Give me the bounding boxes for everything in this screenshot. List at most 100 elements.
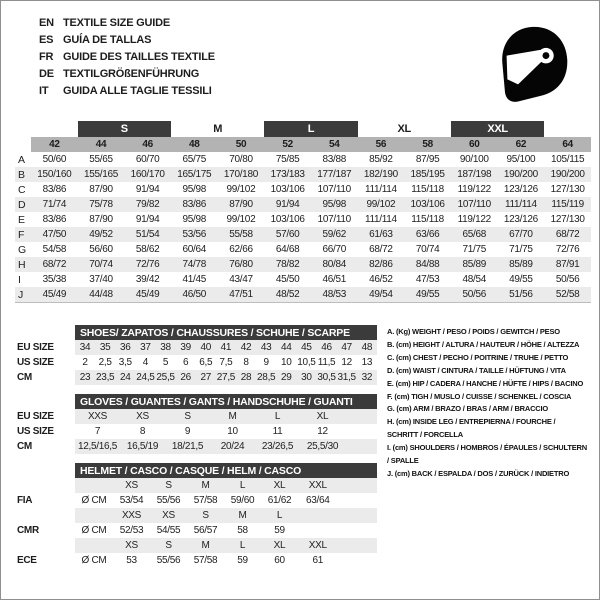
value-cell: 50/60 [42,154,67,165]
table-row: CM 23 23,5 24 24,5 25,5 26 27 27,5 28 28,5 29 30 30,5… [17,370,377,385]
value-cell: 63/66 [404,227,451,242]
row-label-cell: H [15,257,31,272]
value-cell: 56/60 [89,244,113,255]
value-cell: 83/86 [170,197,218,212]
value-cell: 50/56 [555,274,580,285]
value-cell: 95/100 [506,154,536,165]
value-cell: 61/62 [267,495,292,506]
row-label-cell: J [15,287,31,303]
filler-cell [338,523,378,538]
value-cell: 3,5 [118,357,132,368]
value-cell: 41 [215,340,236,355]
row-label: CM [17,370,75,385]
language-row: FR GUIDE DES TAILLES TEXTILE [39,49,599,66]
value-cell: 46/52 [369,274,393,285]
filler-cell [337,508,377,523]
value-cell: 48/54 [462,274,486,285]
value-cell: 26 [175,370,196,385]
value-cell: 80/84 [310,257,358,272]
value-cell: 37/40 [89,274,113,285]
table-row: US SIZE 7 8 9 10 11 12 [17,424,377,439]
spacer-cell [75,538,113,553]
value-cell: 123/126 [503,184,538,195]
value-cell: 185/195 [404,167,451,182]
spacer-cell [17,325,75,340]
value-cell: 39/42 [135,274,160,285]
value-cell: 79/82 [124,197,171,212]
language-row: ES GUÍA DE TALLAS [39,32,599,49]
value-cell: 11 [272,426,283,437]
value-cell: 9 [184,426,191,437]
value-cell: 67/70 [497,227,545,242]
row-label: ECE [17,553,75,568]
value-cell: 8 [139,426,146,437]
spacer-cell [17,538,75,553]
spacer-cell [17,394,75,409]
size-label-cell: M [187,478,224,493]
value-cell: 68/72 [544,227,591,242]
measurement-row: C 83/86 87/90 91/94 95/98 99/102 103/106 107/11… [15,182,591,197]
value-cell: 52/53 [119,525,144,536]
legend-item: A. (Kg) WEIGHT / PESO / POIDS / GEWITCH … [387,327,560,336]
value-cell: 25,5 [155,370,176,385]
measurement-row: G 54/58 56/60 58/62 60/64 62/66 64/68 66/70 68/7… [15,242,591,257]
measurement-row: I 35/38 37/40 39/42 41/45 43/47 45/50 46/51 46/5… [15,272,591,287]
spacer-cell [75,508,113,523]
value-cell: 87/91 [544,257,591,272]
table-title: HELMET / CASCO / CASQUE / HELM / CASCO [75,463,377,478]
value-cell: 20/24 [210,439,255,454]
size-label-cell: XS [113,538,150,553]
size-group-row: S M L XL XXL [15,121,591,137]
value-cell: 61 [312,555,324,566]
spacer-cell [17,478,75,493]
table-row: ECE Ø CM 53 55/56 57/58 59 60 61 [17,553,377,568]
row-label: EU SIZE [17,409,75,424]
accessory-tables: SHOES/ ZAPATOS / CHAUSSURES / SCHUHE / S… [17,325,377,577]
value-cell: 35 [95,340,116,355]
value-cell: 66/70 [322,244,347,255]
value-cell: 10 [281,357,292,368]
spacer-cell [17,508,75,523]
unit-cell: Ø CM [81,495,107,506]
legend-item: B. (cm) HEIGHT / ALTURA / HAUTEUR / HÖHE… [387,339,580,349]
value-cell: 55/65 [89,154,113,165]
value-cell: 45/49 [31,287,78,303]
size-label-cell: XXL [298,538,338,553]
table-title-row: SHOES/ ZAPATOS / CHAUSSURES / SCHUHE / S… [17,325,377,340]
size-column-header: 50 [217,137,265,152]
value-cell: 53 [126,555,137,566]
measurement-row: E 83/86 87/90 91/94 95/98 99/102 103/106 107/11… [15,212,591,227]
value-cell: 170/180 [217,167,265,182]
size-group-m: M [213,123,223,135]
value-cell: 46/50 [170,287,218,303]
value-cell: 42 [236,340,257,355]
legend-item: E. (cm) HIP / CADERA / HANCHE / HÜFTE / … [387,378,584,388]
value-cell: 45/49 [124,287,171,303]
value-cell: 65/68 [450,227,498,242]
value-cell: 111/114 [365,184,397,195]
value-cell: 182/190 [357,167,405,182]
table-title-row: HELMET / CASCO / CASQUE / HELM / CASCO [17,463,377,478]
legend-item: C. (cm) CHEST / PECHO / POITRINE / TRUHE… [387,352,569,362]
filler-cell [345,409,377,424]
language-row: DE TEXTILGRÖßENFÜHRUNG [39,66,599,83]
value-cell: 45/50 [275,274,300,285]
helmet-table: HELMET / CASCO / CASQUE / HELM / CASCO XS… [17,463,377,568]
language-title: TEXTILGRÖßENFÜHRUNG [63,68,200,80]
language-title: TEXTILE SIZE GUIDE [63,17,171,29]
row-label-cell: D [15,197,31,212]
language-code: DE [39,68,54,80]
filler-cell [337,538,377,553]
value-cell: 82/86 [357,257,405,272]
size-column-header: 46 [124,137,171,152]
language-title: GUÍA DE TALLAS [63,34,152,46]
value-cell: 34 [75,340,96,355]
row-label-cell: E [18,213,25,226]
value-cell: L [255,409,300,424]
value-cell: 54/55 [156,525,181,536]
value-cell: 119/122 [457,184,492,195]
size-label-cell: S [187,508,224,523]
row-label-cell: F [15,227,31,242]
gloves-table: GLOVES / GUANTES / GANTS / HANDSCHUHE / … [17,394,377,454]
value-cell: 8 [243,357,249,368]
